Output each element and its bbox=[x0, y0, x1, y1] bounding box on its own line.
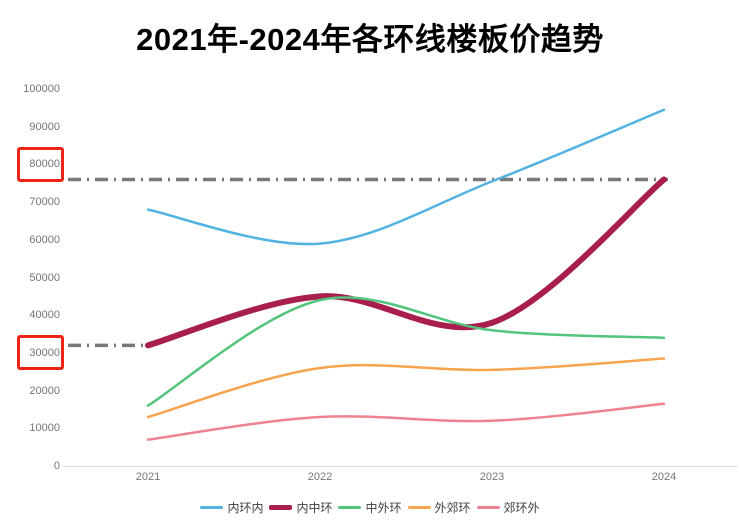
x-tick-label-2024: 2024 bbox=[651, 471, 677, 483]
legend-item-2[interactable]: 中外环 bbox=[338, 499, 402, 516]
chart-title: 2021年-2024年各环线楼板价趋势 bbox=[136, 22, 604, 57]
legend-line-swatch bbox=[269, 504, 293, 510]
legend-label: 郊环外 bbox=[503, 500, 540, 515]
y-tick-label: 90000 bbox=[29, 120, 60, 133]
legend-label: 中外环 bbox=[365, 500, 402, 515]
legend-label: 内环内 bbox=[227, 500, 264, 515]
series-line-0 bbox=[146, 108, 666, 246]
series-line-2 bbox=[146, 296, 666, 407]
y-tick-label: 30000 bbox=[29, 346, 60, 359]
legend-item-0[interactable]: 内环内 bbox=[200, 499, 263, 516]
legend-line-swatch bbox=[407, 505, 431, 509]
y-tick-label: 40000 bbox=[29, 309, 60, 322]
y-tick-label: 100000 bbox=[23, 83, 60, 95]
legend-item-4[interactable]: 郊环外 bbox=[476, 499, 540, 516]
legend-line-swatch bbox=[338, 505, 362, 509]
series-line-1 bbox=[145, 176, 667, 349]
y-tick-label: 50000 bbox=[29, 271, 60, 284]
legend-line-swatch bbox=[200, 505, 224, 509]
x-tick-label-2022: 2022 bbox=[307, 471, 333, 483]
y-tick-label: 0 bbox=[53, 460, 60, 472]
series-line-3 bbox=[146, 357, 666, 419]
series-line-4 bbox=[146, 402, 666, 441]
legend-item-1[interactable]: 内中环 bbox=[269, 499, 332, 516]
ytick-highlight-box-30000 bbox=[17, 335, 64, 371]
ytick-highlight-box-80000 bbox=[17, 146, 64, 182]
legend-label: 外郊环 bbox=[434, 500, 471, 515]
y-tick-label: 60000 bbox=[29, 233, 60, 246]
x-tick-label-2021: 2021 bbox=[135, 471, 161, 483]
y-tick-label: 20000 bbox=[29, 384, 60, 397]
y-tick-label: 70000 bbox=[29, 196, 60, 209]
legend-line-swatch bbox=[476, 505, 500, 509]
y-tick-label: 80000 bbox=[29, 158, 60, 171]
y-tick-label: 10000 bbox=[29, 422, 60, 435]
legend-item-3[interactable]: 外郊环 bbox=[407, 499, 471, 516]
x-tick-label-2023: 2023 bbox=[479, 471, 505, 483]
legend: 内环内 内中环 中外环 外郊环 郊环外 bbox=[0, 498, 740, 516]
legend-label: 内中环 bbox=[296, 500, 333, 515]
